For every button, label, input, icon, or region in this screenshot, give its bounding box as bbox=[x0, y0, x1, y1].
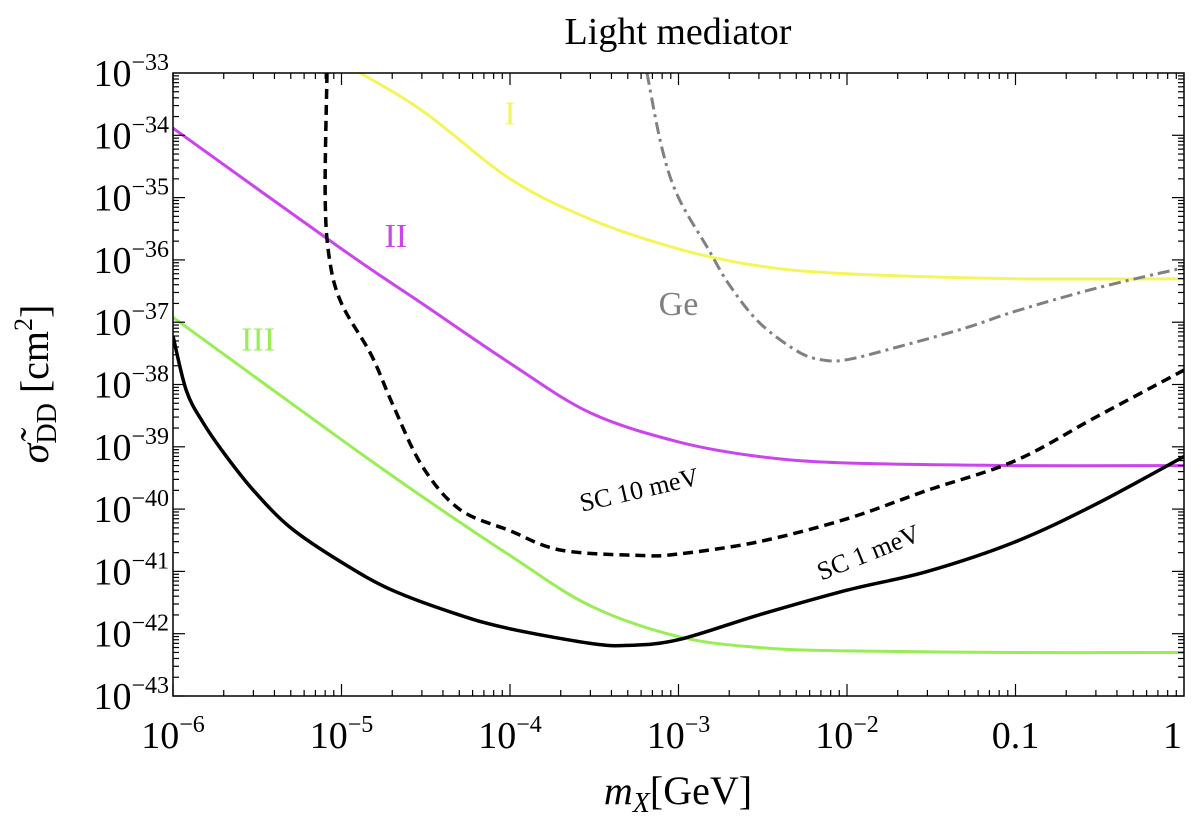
series-line-sc-1-mev bbox=[173, 335, 1184, 648]
x-tick-label: 0.1 bbox=[992, 715, 1040, 757]
x-tick-labels: 10−6 10−5 10−4 10−3 10−2 0.1 1 bbox=[141, 712, 1182, 757]
series-line-ii bbox=[173, 126, 1184, 468]
y-tick-label: 10−41 bbox=[93, 548, 169, 593]
series-line-iii bbox=[173, 316, 1184, 655]
y-tick-label: 10−35 bbox=[93, 175, 169, 220]
series-line-sc-10-mev bbox=[323, 73, 1184, 558]
y-tick-labels: 10−33 10−34 10−35 10−36 10−37 10−38 10−39 10−40… bbox=[93, 50, 169, 718]
curve-label-i: I bbox=[504, 95, 515, 132]
x-tick-label: 10−3 bbox=[647, 712, 711, 757]
y-tick-label: 10−42 bbox=[93, 611, 169, 656]
y-tick-label: 10−40 bbox=[93, 486, 169, 531]
series-line-i bbox=[357, 73, 1184, 281]
y-tick-label: 10−39 bbox=[93, 424, 169, 469]
y-tick-label: 10−34 bbox=[93, 112, 169, 157]
y-tick-label: 10−37 bbox=[93, 299, 169, 344]
plot-frame bbox=[172, 72, 1185, 697]
y-tick-label: 10−38 bbox=[93, 362, 169, 407]
curves bbox=[173, 73, 1184, 655]
x-tick-label: 10−6 bbox=[141, 712, 205, 757]
curve-label-ge: Ge bbox=[659, 286, 699, 323]
y-tick-label: 10−36 bbox=[93, 237, 169, 282]
x-tick-label: 10−4 bbox=[478, 712, 542, 757]
y-tick-label: 10−33 bbox=[93, 50, 169, 95]
x-tick-label: 10−5 bbox=[310, 712, 374, 757]
x-axis-label: mX[GeV] bbox=[604, 768, 752, 817]
curve-label-sc-10-mev: SC 10 meV bbox=[577, 462, 702, 518]
series-line-ge bbox=[645, 73, 1184, 363]
curve-label-iii: III bbox=[241, 322, 275, 359]
curve-label-ii: II bbox=[384, 218, 407, 255]
axis-ticks bbox=[172, 73, 1184, 697]
y-axis-label: σ̃DD[cm2] bbox=[9, 305, 63, 464]
x-tick-label: 10−2 bbox=[815, 712, 879, 757]
x-tick-label: 1 bbox=[1163, 715, 1182, 757]
chart-title: Light mediator bbox=[565, 11, 792, 53]
y-tick-label: 10−43 bbox=[93, 673, 169, 718]
